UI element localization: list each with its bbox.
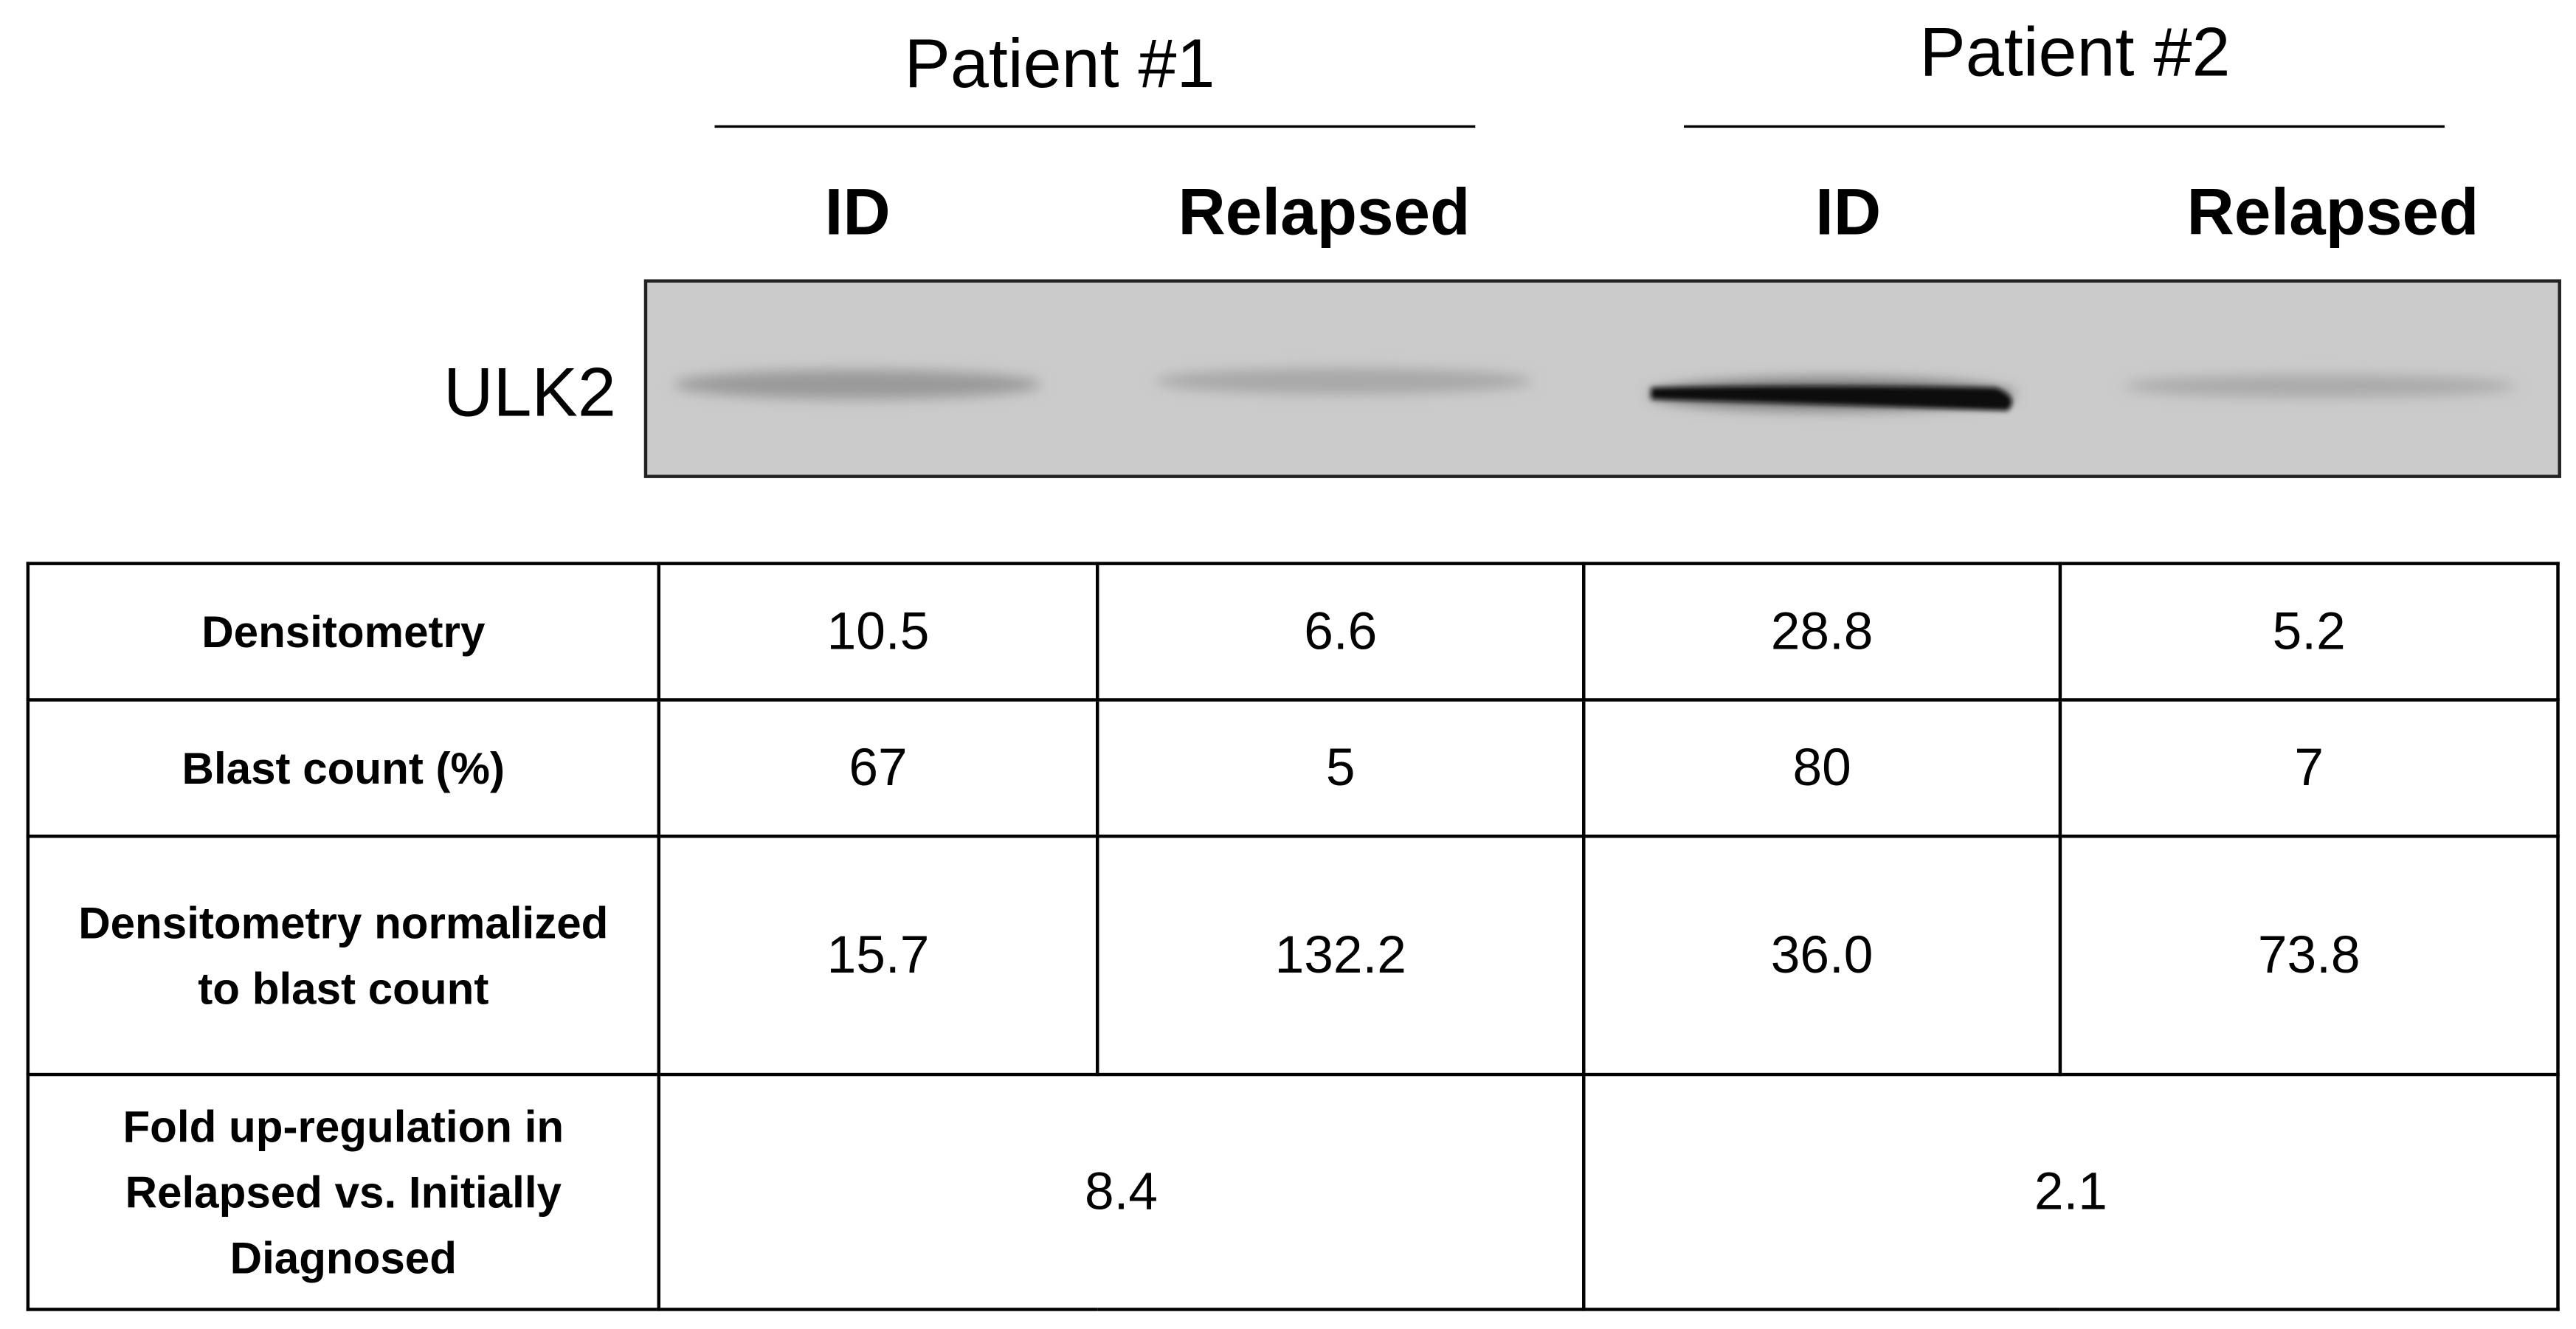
table-row: Fold up-regulation in Relapsed vs. Initi…	[26, 1072, 2560, 1311]
group-label: Patient #1	[904, 24, 1215, 102]
cell-value: 132.2	[1096, 835, 1586, 1077]
cell-value: 5.2	[2058, 562, 2560, 702]
table-row: Densitometry normalized to blast count 15…	[26, 835, 2560, 1077]
cell-value: 6.6	[1096, 562, 1586, 702]
row-label: Blast count (%)	[26, 698, 661, 838]
lane-label: Relapsed	[2187, 174, 2479, 248]
band	[673, 369, 1042, 400]
cell-value: 5	[1096, 698, 1586, 838]
row-label: Fold up-regulation in Relapsed vs. Initi…	[26, 1072, 661, 1311]
lane-label: ID	[825, 174, 891, 248]
cell-value: 10.5	[657, 562, 1099, 702]
cell-value: 2.1	[1582, 1072, 2560, 1311]
cell-value: 8.4	[657, 1072, 1586, 1311]
band	[1155, 367, 1533, 395]
lane-label: Relapsed	[1178, 174, 1471, 248]
cell-value: 36.0	[1582, 835, 2062, 1077]
band	[2122, 374, 2517, 398]
cell-value: 28.8	[1582, 562, 2062, 702]
band	[1651, 386, 2012, 411]
table-row: Blast count (%) 67 5 80 7	[26, 698, 2560, 838]
table-row: Densitometry 10.5 6.6 28.8 5.2	[26, 562, 2560, 702]
lane-label: ID	[1815, 174, 1881, 248]
cell-value: 15.7	[657, 835, 1099, 1077]
blot-label: ULK2	[443, 353, 616, 430]
cell-value: 80	[1582, 698, 2062, 838]
cell-value: 67	[657, 698, 1099, 838]
cell-value: 7	[2058, 698, 2560, 838]
blot-panel: Patient #1 Patient #2 ID Relapsed ID Rel…	[443, 13, 2561, 478]
group-label: Patient #2	[1919, 13, 2230, 91]
row-label: Densitometry normalized to blast count	[26, 835, 661, 1077]
cell-value: 73.8	[2058, 835, 2560, 1077]
row-label: Densitometry	[26, 562, 661, 702]
data-table: Densitometry 10.5 6.6 28.8 5.2 Blast count (%…	[26, 562, 2560, 1311]
